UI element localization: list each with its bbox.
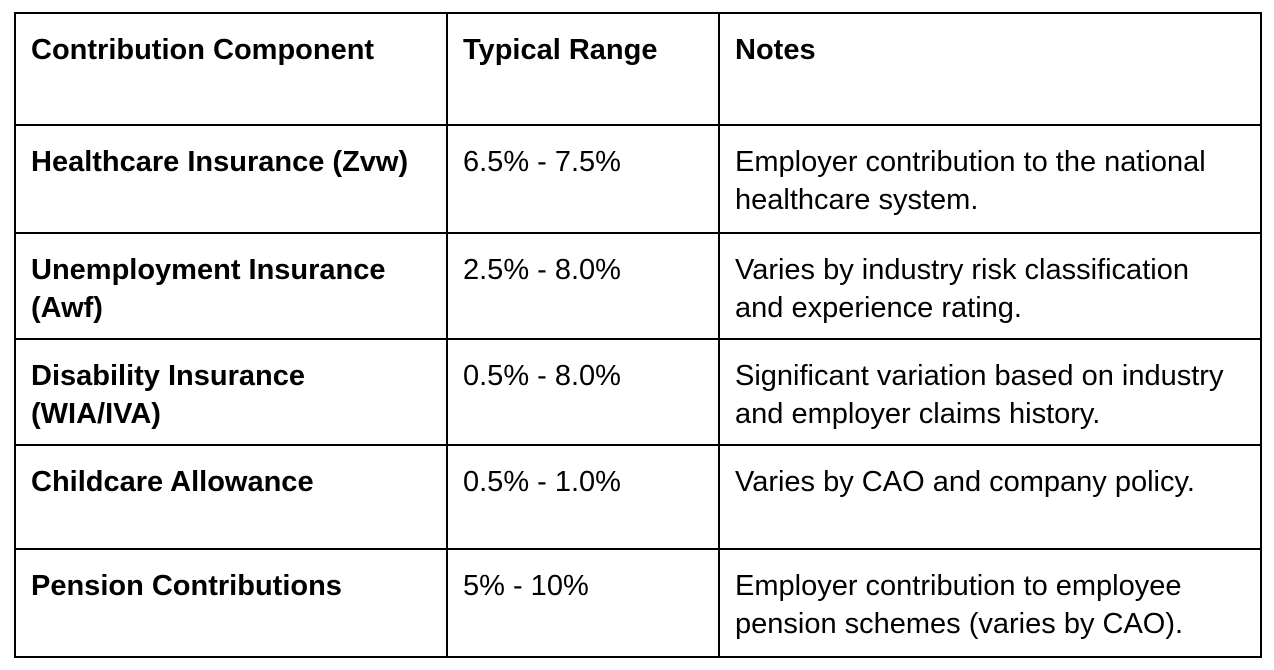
contribution-components-table: Contribution Component Typical Range Not… [14,12,1262,658]
cell-typical-range: 0.5% - 8.0% [446,337,720,446]
cell-notes: Varies by industry risk classification a… [718,232,1262,340]
cell-typical-range: 2.5% - 8.0% [446,232,720,340]
cell-typical-range: 5% - 10% [446,547,720,658]
cell-component: Unemployment Insurance (Awf) [14,232,448,340]
table-row: Childcare Allowance 0.5% - 1.0% Varies b… [14,443,1262,550]
cell-typical-range: 6.5% - 7.5% [446,124,720,234]
cell-notes: Employer contribution to the national he… [718,124,1262,234]
cell-component: Healthcare Insurance (Zvw) [14,124,448,234]
column-header-typical-range: Typical Range [446,12,720,126]
table-row: Pension Contributions 5% - 10% Employer … [14,547,1262,658]
cell-notes: Varies by CAO and company policy. [718,443,1262,550]
cell-notes: Significant variation based on industry … [718,337,1262,446]
table-row: Disability Insurance (WIA/IVA) 0.5% - 8.… [14,337,1262,446]
cell-component: Pension Contributions [14,547,448,658]
cell-typical-range: 0.5% - 1.0% [446,443,720,550]
table-row: Healthcare Insurance (Zvw) 6.5% - 7.5% E… [14,124,1262,234]
cell-notes: Employer contribution to employee pensio… [718,547,1262,658]
column-header-notes: Notes [718,12,1262,126]
cell-component: Childcare Allowance [14,443,448,550]
table-header-row: Contribution Component Typical Range Not… [14,12,1262,126]
cell-component: Disability Insurance (WIA/IVA) [14,337,448,446]
table-row: Unemployment Insurance (Awf) 2.5% - 8.0%… [14,232,1262,340]
column-header-contribution-component: Contribution Component [14,12,448,126]
